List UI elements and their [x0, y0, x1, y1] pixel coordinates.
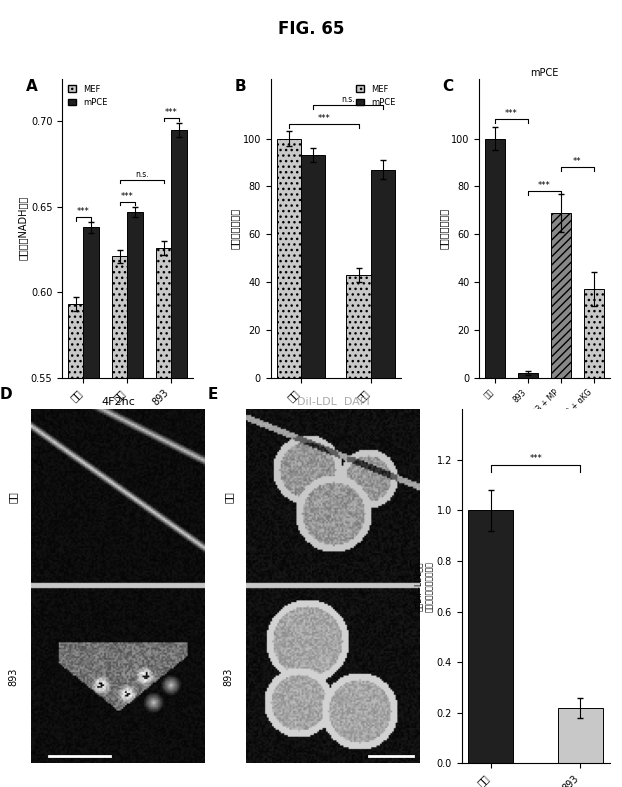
Text: FIG. 65: FIG. 65 [278, 20, 344, 38]
Bar [371, 170, 395, 378]
Y-axis label: 結合したNADH画分: 結合したNADH画分 [18, 196, 28, 260]
Bar [551, 212, 571, 378]
Text: **: ** [573, 157, 582, 166]
Text: E: E [208, 387, 218, 402]
Bar [112, 257, 128, 787]
Legend: MEF, mPCE: MEF, mPCE [67, 83, 109, 109]
Title: mPCE: mPCE [530, 68, 559, 78]
Text: 893: 893 [8, 668, 18, 686]
Text: D: D [0, 387, 12, 402]
Y-axis label: 生存パーセント: 生存パーセント [230, 208, 240, 249]
Bar [518, 373, 538, 378]
Bar [485, 139, 505, 378]
Bar [558, 708, 603, 763]
Text: 対照: 対照 [223, 491, 233, 503]
Text: ***: *** [505, 109, 518, 118]
Text: ***: *** [529, 453, 542, 463]
Bar [468, 511, 513, 763]
Legend: MEF, mPCE: MEF, mPCE [354, 83, 397, 109]
Bar [346, 275, 371, 378]
Text: C: C [443, 79, 454, 94]
Text: ***: *** [165, 108, 178, 117]
Bar [156, 248, 171, 787]
Text: n.s.: n.s. [135, 169, 149, 179]
Bar [277, 139, 301, 378]
Title: 4F2hc: 4F2hc [101, 397, 135, 407]
Text: ***: *** [538, 181, 550, 190]
Text: 893: 893 [223, 668, 233, 686]
Title: DiI-LDL  DAPI: DiI-LDL DAPI [297, 397, 369, 407]
Y-axis label: 生存パーセント: 生存パーセント [439, 208, 448, 249]
Bar [584, 290, 603, 378]
Bar [128, 212, 142, 787]
Bar [171, 130, 187, 787]
Text: 対照: 対照 [8, 491, 18, 503]
Text: B: B [234, 79, 246, 94]
Text: ***: *** [121, 192, 134, 201]
Text: ***: *** [317, 114, 330, 123]
Bar [68, 305, 83, 787]
Text: ***: *** [77, 207, 90, 216]
Text: n.s.: n.s. [341, 95, 355, 104]
Text: A: A [26, 79, 37, 94]
Bar [301, 155, 325, 378]
Bar [83, 227, 99, 787]
Y-axis label: 表面DiI−LDL領域
（対照に対して正規化）: 表面DiI−LDL領域 （対照に対して正規化） [414, 561, 434, 611]
